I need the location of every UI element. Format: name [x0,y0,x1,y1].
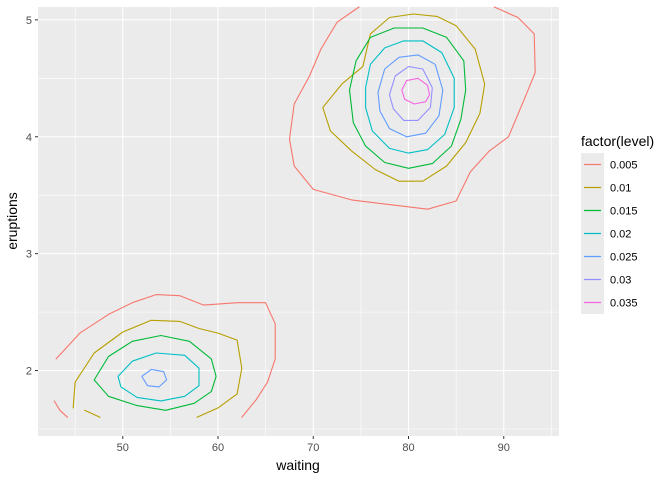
contour-line-0.025 [377,54,444,138]
legend-item-0.015: 0.015 [581,199,638,222]
legend-keys: 0.005 0.01 0.015 0.02 0.025 0.03 0.035 [581,153,638,314]
legend-item-0.035: 0.035 [581,291,638,314]
contour-line-0.015 [348,27,467,169]
contour-line-0.02 [117,352,200,402]
contour-line-0.005 [288,6,536,210]
legend-label: 0.02 [610,229,631,241]
contour-line-0.025 [141,368,168,388]
legend-item-0.025: 0.025 [581,245,638,268]
legend-item-0.03: 0.03 [581,268,631,291]
contour-line-0.015 [93,334,217,411]
contour-line-0.035 [401,77,431,105]
y-tick-label: 5 [26,15,32,27]
contour-line-0.01 [72,319,243,418]
axis-tick-labels: 50 60 70 80 90 2 3 4 5 [26,15,510,454]
legend-label: 0.01 [610,183,631,195]
y-tick-label: 4 [26,132,32,144]
contour-line-0.005 [53,400,69,418]
contour-line-0.01 [84,409,101,418]
legend-item-0.005: 0.005 [581,153,638,176]
y-axis-title: eruptions [4,192,20,250]
contour-line-0.01 [322,13,486,182]
minor-grid [38,7,559,436]
legend: factor(level) 0.0050.010.0150.020.0250.0… [581,133,654,314]
y-tick-label: 3 [26,249,32,261]
legend-label: 0.005 [610,160,638,172]
contour-line-0.005 [55,294,276,418]
legend-label: 0.015 [610,206,638,218]
contour-line-0.02 [365,40,455,154]
x-axis-title: waiting [275,457,320,473]
y-tick-label: 2 [26,366,32,378]
x-tick-label: 80 [402,442,414,454]
legend-item-0.02: 0.02 [581,222,631,245]
legend-item-0.01: 0.01 [581,176,631,199]
axis-ticks [35,19,505,439]
legend-label: 0.03 [610,275,631,287]
contour-line-0.03 [388,66,433,121]
x-tick-label: 70 [307,442,319,454]
legend-label: 0.035 [610,298,638,310]
x-tick-label: 50 [117,442,129,454]
legend-title: factor(level) [581,133,654,149]
x-tick-label: 60 [212,442,224,454]
x-tick-label: 90 [498,442,510,454]
contour-lines [53,6,536,418]
legend-label: 0.025 [610,252,638,264]
major-grid [38,7,559,436]
